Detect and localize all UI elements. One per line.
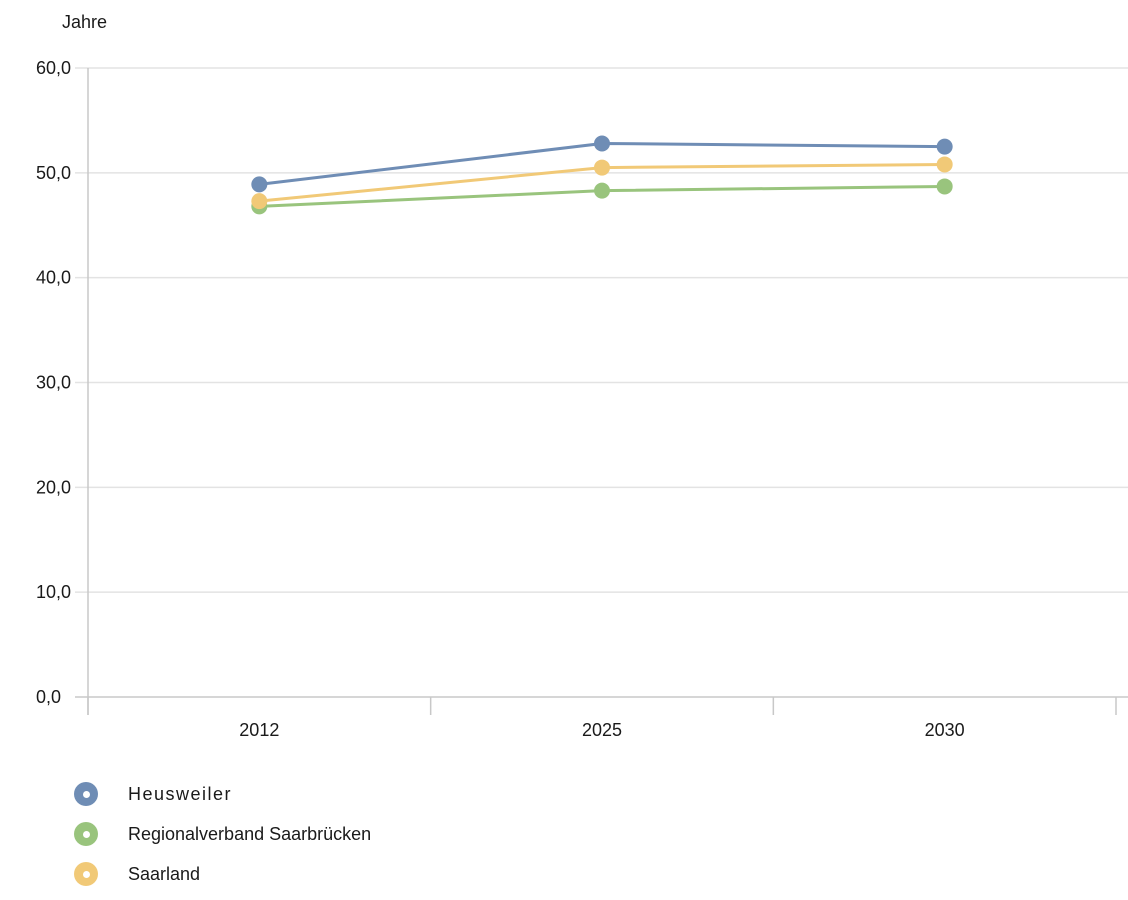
legend-marker-icon bbox=[74, 822, 98, 846]
legend-label: Heusweiler bbox=[128, 783, 233, 804]
y-tick-label: 60,0 bbox=[36, 58, 71, 78]
data-point bbox=[936, 138, 953, 155]
y-tick-label: 0,0 bbox=[36, 687, 61, 707]
data-point bbox=[936, 178, 953, 195]
legend-item[interactable]: Heusweiler bbox=[74, 780, 371, 808]
legend-item[interactable]: Saarland bbox=[74, 860, 371, 888]
data-point bbox=[251, 176, 268, 193]
data-point bbox=[594, 159, 610, 176]
y-tick-label: 30,0 bbox=[36, 373, 71, 393]
legend-marker-icon bbox=[74, 782, 98, 806]
y-tick-label: 20,0 bbox=[36, 477, 71, 497]
y-axis-title: Jahre bbox=[62, 12, 107, 32]
y-tick-label: 40,0 bbox=[36, 268, 71, 288]
legend-marker-icon bbox=[74, 862, 98, 886]
legend-item[interactable]: Regionalverband Saarbrücken bbox=[74, 820, 371, 848]
data-point bbox=[594, 135, 610, 152]
x-tick-label: 2030 bbox=[925, 720, 965, 740]
data-point bbox=[936, 156, 953, 173]
data-point bbox=[251, 193, 268, 210]
data-point bbox=[594, 182, 610, 199]
chart-legend: Heusweiler Regionalverband Saarbrücken Saa… bbox=[74, 780, 371, 900]
x-tick-label: 2012 bbox=[239, 720, 279, 740]
x-tick-label: 2025 bbox=[582, 720, 622, 740]
legend-label: Regionalverband Saarbrücken bbox=[128, 823, 372, 844]
y-tick-label: 10,0 bbox=[36, 582, 71, 602]
legend-label: Saarland bbox=[128, 863, 201, 884]
y-tick-label: 50,0 bbox=[36, 163, 71, 183]
